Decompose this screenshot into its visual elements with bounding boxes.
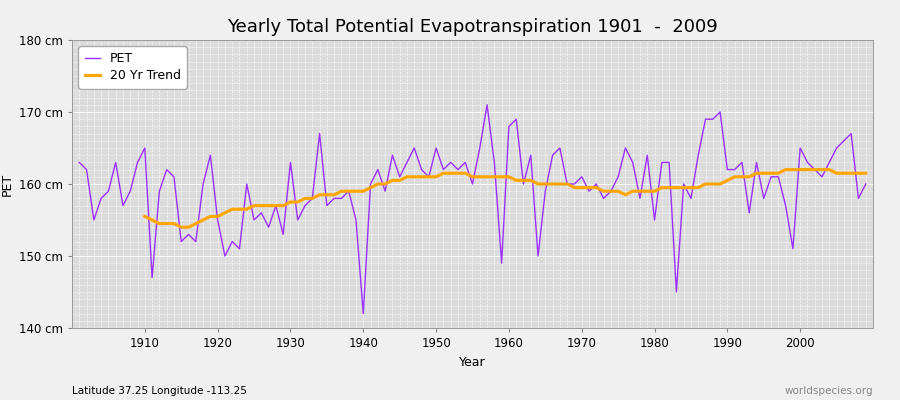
20 Yr Trend — [176, 225, 186, 230]
20 Yr Trend — [140, 214, 150, 219]
20 Yr Trend — [780, 167, 791, 172]
20 Yr Trend — [285, 200, 296, 204]
20 Yr Trend — [816, 167, 827, 172]
20 Yr Trend — [839, 171, 850, 176]
X-axis label: Year: Year — [459, 356, 486, 368]
Line: 20 Yr Trend: 20 Yr Trend — [145, 170, 866, 227]
Line: PET: PET — [79, 105, 866, 314]
20 Yr Trend — [576, 185, 587, 190]
PET — [482, 102, 492, 107]
PET — [74, 160, 85, 165]
Title: Yearly Total Potential Evapotranspiration 1901  -  2009: Yearly Total Potential Evapotranspiratio… — [227, 18, 718, 36]
PET — [860, 182, 871, 186]
PET — [292, 218, 303, 222]
PET — [606, 189, 616, 194]
PET — [518, 182, 529, 186]
PET — [358, 311, 369, 316]
20 Yr Trend — [314, 192, 325, 197]
Text: worldspecies.org: worldspecies.org — [785, 386, 873, 396]
Legend: PET, 20 Yr Trend: PET, 20 Yr Trend — [78, 46, 187, 88]
20 Yr Trend — [860, 171, 871, 176]
PET — [132, 160, 143, 165]
PET — [511, 117, 522, 122]
20 Yr Trend — [518, 178, 529, 183]
Y-axis label: PET: PET — [0, 172, 14, 196]
PET — [336, 196, 346, 201]
Text: Latitude 37.25 Longitude -113.25: Latitude 37.25 Longitude -113.25 — [72, 386, 247, 396]
